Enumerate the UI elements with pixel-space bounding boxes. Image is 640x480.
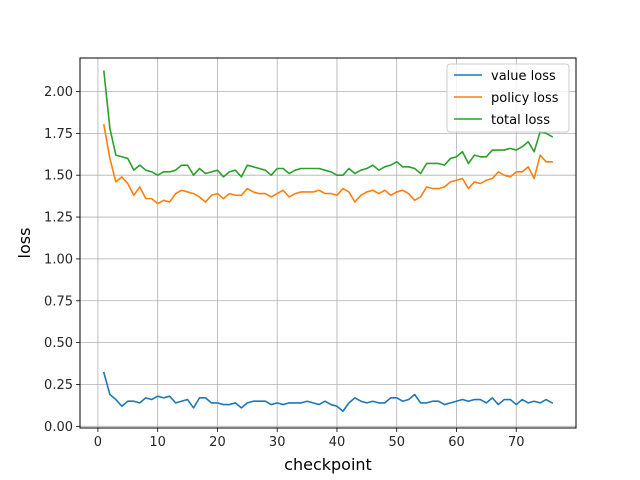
x-axis-label: checkpoint	[284, 455, 372, 474]
y-tick-label: 1.75	[44, 127, 73, 142]
y-tick-label: 1.00	[44, 252, 73, 267]
series-line-total-loss	[103, 70, 554, 178]
series-line-value-loss	[102, 371, 554, 413]
x-tick-label: 30	[269, 435, 286, 450]
x-tick-label: 40	[329, 435, 346, 450]
plot-frame	[79, 57, 577, 429]
x-tick-label: 10	[149, 435, 166, 450]
x-tick-label: 60	[448, 435, 465, 450]
y-tick-label: 1.25	[44, 211, 73, 226]
legend-label-policy-loss: policy loss	[491, 91, 559, 106]
series-line-policy-loss	[102, 124, 553, 205]
x-axis: 0 10 20 30 40 50 60 70	[94, 428, 525, 450]
y-tick-label: 2.00	[44, 85, 73, 100]
y-tick-label: 0.00	[44, 420, 73, 435]
x-tick-label: 20	[209, 435, 226, 450]
series-layer	[102, 70, 554, 413]
x-tick-label: 50	[388, 435, 405, 450]
y-tick-label: 0.50	[44, 336, 73, 351]
legend-label-total-loss: total loss	[491, 113, 550, 128]
y-axis-label: loss	[15, 228, 34, 259]
y-tick-label: 0.75	[44, 294, 73, 309]
legend-box	[446, 63, 570, 133]
legend-label-value-loss: value loss	[491, 69, 556, 84]
legend: value loss policy loss total loss	[446, 63, 570, 133]
y-tick-label: 1.50	[44, 169, 73, 184]
x-tick-label: 0	[94, 435, 102, 450]
y-axis: 0.00 0.25 0.50 0.75 1.00 1.25 1.50 1.75 2.00	[44, 85, 80, 435]
x-tick-label: 70	[508, 435, 525, 450]
y-tick-label: 0.25	[44, 378, 73, 393]
